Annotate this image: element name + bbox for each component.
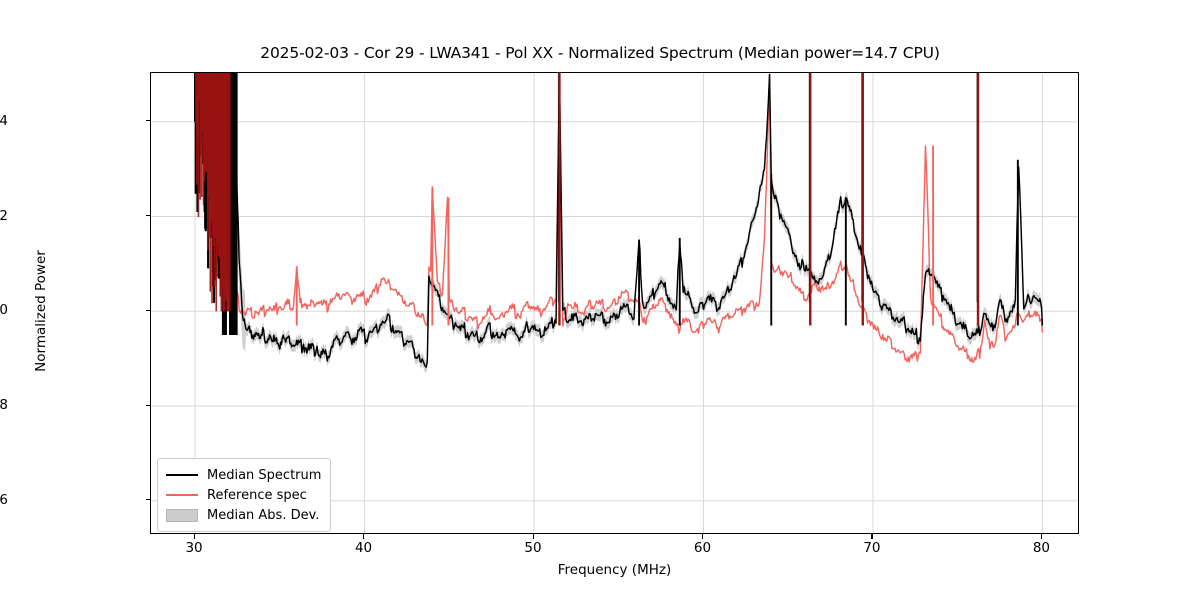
x-tick-label: 70 [863, 540, 881, 556]
x-tick-label: 30 [185, 540, 203, 556]
spectrum-plot [151, 73, 1078, 533]
y-tick-mark [145, 499, 150, 501]
legend-label: Reference spec [207, 487, 307, 503]
x-tick-mark [871, 534, 873, 539]
x-tick-mark [363, 534, 365, 539]
legend-swatch-patch [166, 508, 198, 522]
x-axis-label: Frequency (MHz) [557, 562, 672, 578]
x-tick-mark [193, 534, 195, 539]
y-tick-mark [145, 120, 150, 122]
x-tick-mark [532, 534, 534, 539]
y-tick-mark [145, 404, 150, 406]
x-tick-label: 60 [693, 540, 712, 556]
y-tick-label: 0.6 [0, 491, 8, 508]
legend[interactable]: Median Spectrum Reference spec Median Ab… [157, 458, 332, 532]
legend-item-median-spectrum[interactable]: Median Spectrum [166, 465, 321, 485]
x-tick-label: 40 [354, 540, 373, 556]
legend-item-reference-spec[interactable]: Reference spec [166, 485, 321, 505]
legend-label: Median Spectrum [207, 467, 322, 483]
y-tick-label: 1.4 [0, 112, 8, 129]
series-lines [195, 73, 1044, 368]
y-axis-label: Normalized Power [33, 250, 49, 372]
x-tick-mark [701, 534, 704, 539]
legend-label: Median Abs. Dev. [207, 507, 320, 523]
legend-swatch-line [166, 488, 198, 502]
y-tick-label: 0.8 [0, 397, 8, 414]
y-tick-mark [145, 309, 150, 311]
x-tick-label: 80 [1032, 540, 1050, 556]
legend-item-median-abs-dev[interactable]: Median Abs. Dev. [166, 505, 321, 525]
rfi-spike-lines [194, 73, 1019, 335]
legend-swatch-line [166, 468, 198, 482]
median-abs-dev-band [195, 73, 1043, 374]
y-tick-label: 1.2 [0, 207, 8, 224]
y-tick-label: 1.0 [0, 302, 8, 319]
x-tick-mark [1040, 534, 1042, 539]
chart-title: 2025-02-03 - Cor 29 - LWA341 - Pol XX - … [260, 44, 940, 62]
y-tick-mark [145, 215, 150, 217]
plot-area[interactable] [150, 72, 1079, 534]
x-tick-label: 50 [524, 540, 542, 556]
